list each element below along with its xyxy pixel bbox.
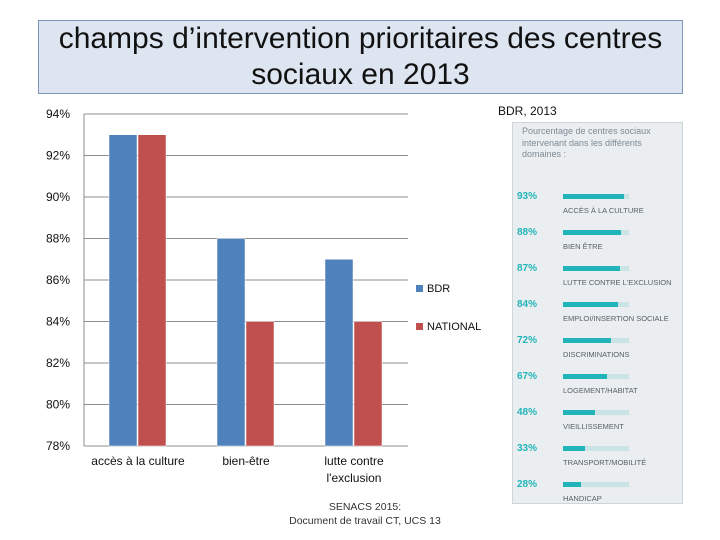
inset-item-bar-fill xyxy=(563,230,622,235)
inset-item-bar-fill xyxy=(563,446,585,451)
inset-item-bar-track xyxy=(563,266,629,271)
inset-item: 33% TRANSPORT/MOBILITÉ xyxy=(513,443,682,483)
inset-item-bar-track xyxy=(563,482,629,487)
inset-item-percent: 48% xyxy=(517,407,538,418)
inset-header: Pourcentage de centres sociaux intervena… xyxy=(522,126,651,159)
inset-item-percent: 33% xyxy=(517,443,538,454)
bar-bdr xyxy=(324,259,354,447)
y-tick-label: 94% xyxy=(46,107,70,121)
corner-label: BDR, 2013 xyxy=(498,104,557,118)
inset-item-label: LOGEMENT/HABITAT xyxy=(563,386,638,395)
inset-item-bar-fill xyxy=(563,338,611,343)
slide-title-text: champs d’intervention prioritaires des c… xyxy=(58,22,663,91)
inset-item-label: ACCÈS À LA CULTURE xyxy=(563,206,644,215)
y-tick-label: 88% xyxy=(46,232,70,246)
y-tick-label: 78% xyxy=(46,439,70,453)
x-tick-label: lutte contre l'exclusion xyxy=(324,454,384,485)
footer-note: SENACS 2015: Document de travail CT, UCS… xyxy=(270,500,460,528)
legend-label-national: NATIONAL xyxy=(427,321,481,333)
inset-item-bar-fill xyxy=(563,266,621,271)
bar-national xyxy=(353,321,383,447)
inset-item-percent: 84% xyxy=(517,299,538,310)
y-tick-label: 82% xyxy=(46,356,70,370)
inset-item-bar-track xyxy=(563,230,629,235)
inset-item-bar-track xyxy=(563,194,629,199)
inset-item-label: EMPLOI/INSERTION SOCIALE xyxy=(563,314,669,323)
inset-item-bar-fill xyxy=(563,410,595,415)
x-tick-label: bien-être xyxy=(222,454,270,468)
inset-item-bar-fill xyxy=(563,194,625,199)
inset-item-percent: 67% xyxy=(517,371,538,382)
inset-item-bar-track xyxy=(563,302,629,307)
inset-item: 88% BIEN ÊTRE xyxy=(513,227,682,267)
x-tick-label: accès à la culture xyxy=(91,454,185,468)
inset-item-label: DISCRIMINATIONS xyxy=(563,350,630,359)
bar-national xyxy=(245,321,275,447)
inset-item-bar-track xyxy=(563,374,629,379)
inset-item: 48% VIEILLISSEMENT xyxy=(513,407,682,447)
bar-bdr xyxy=(108,134,138,447)
inset-item-bar-fill xyxy=(563,482,582,487)
inset-item-bar-fill xyxy=(563,374,608,379)
bar-bdr xyxy=(216,238,246,447)
legend-label-bdr: BDR xyxy=(427,283,450,295)
inset-item: 93% ACCÈS À LA CULTURE xyxy=(513,191,682,231)
inset-item-percent: 93% xyxy=(517,191,538,202)
inset-item-label: HANDICAP xyxy=(563,494,602,503)
inset-infographic: Pourcentage de centres sociaux intervena… xyxy=(512,122,683,504)
bar-national xyxy=(137,134,167,447)
legend-swatch-national xyxy=(416,323,423,330)
footer-line-2: Document de travail CT, UCS 13 xyxy=(289,515,441,527)
inset-item-bar-fill xyxy=(563,302,619,307)
inset-item: 87% LUTTE CONTRE L'EXCLUSION xyxy=(513,263,682,303)
inset-item-label: LUTTE CONTRE L'EXCLUSION xyxy=(563,278,672,287)
inset-item-label: TRANSPORT/MOBILITÉ xyxy=(563,458,647,467)
y-tick-label: 92% xyxy=(46,149,70,163)
inset-item: 67% LOGEMENT/HABITAT xyxy=(513,371,682,411)
slide-title: champs d’intervention prioritaires des c… xyxy=(38,20,683,94)
inset-item: 28% HANDICAP xyxy=(513,479,682,503)
inset-item-bar-track xyxy=(563,338,629,343)
inset-item-label: VIEILLISSEMENT xyxy=(563,422,624,431)
inset-item-label: BIEN ÊTRE xyxy=(563,242,603,251)
inset-item-percent: 28% xyxy=(517,479,538,490)
inset-item: 72% DISCRIMINATIONS xyxy=(513,335,682,375)
y-tick-label: 80% xyxy=(46,398,70,412)
inset-item-bar-track xyxy=(563,446,629,451)
inset-item-percent: 88% xyxy=(517,227,538,238)
footer-line-1: SENACS 2015: xyxy=(328,501,402,513)
y-tick-label: 90% xyxy=(46,190,70,204)
inset-item-percent: 72% xyxy=(517,335,538,346)
y-tick-label: 84% xyxy=(46,315,70,329)
inset-item-bar-track xyxy=(563,410,629,415)
y-tick-label: 86% xyxy=(46,273,70,287)
legend-swatch-bdr xyxy=(416,285,423,292)
inset-item-percent: 87% xyxy=(517,263,538,274)
inset-item: 84% EMPLOI/INSERTION SOCIALE xyxy=(513,299,682,339)
